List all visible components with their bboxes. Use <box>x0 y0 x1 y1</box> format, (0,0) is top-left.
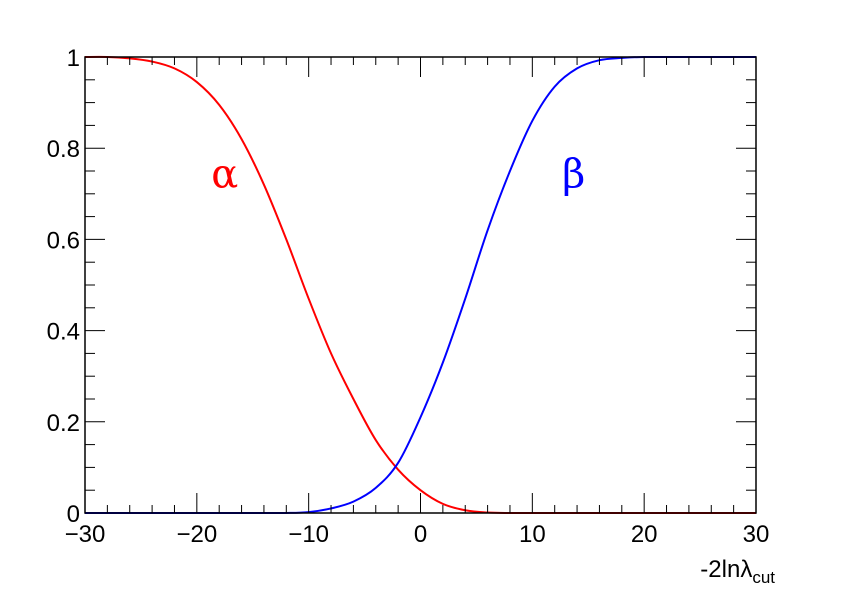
axis-ticks <box>84 56 757 514</box>
x-axis-title-symbol: λ <box>740 556 752 583</box>
x-tick-label: 20 <box>631 521 658 548</box>
x-tick-label: −30 <box>65 521 106 548</box>
annotation-beta: β <box>562 151 585 197</box>
y-tick-label: 0.8 <box>47 136 80 163</box>
x-tick-label: 30 <box>743 521 770 548</box>
curves <box>84 55 756 515</box>
x-axis-title: -2lnλcut <box>700 556 775 587</box>
x-tick-label: 10 <box>519 521 546 548</box>
x-tick-label: −20 <box>176 521 217 548</box>
y-tick-label: 0.6 <box>47 227 80 254</box>
y-tick-label: 0.2 <box>47 410 80 437</box>
y-tick-label: 0 <box>67 501 80 528</box>
y-tick-label: 0.4 <box>47 319 80 346</box>
x-tick-labels: −30 −20 −10 0 10 20 30 <box>65 521 770 548</box>
plot-frame <box>84 56 757 514</box>
x-tick-label: −10 <box>288 521 329 548</box>
x-tick-label: 0 <box>414 521 427 548</box>
annotation-alpha: α <box>211 151 238 197</box>
x-axis-title-main: -2ln <box>700 556 740 583</box>
y-tick-labels: 0 0.2 0.4 0.6 0.8 1 <box>47 45 80 528</box>
series-line-red <box>84 55 756 515</box>
x-axis-title-subscript: cut <box>752 568 775 587</box>
y-tick-label: 1 <box>67 45 80 72</box>
series-line-blue <box>85 55 756 515</box>
